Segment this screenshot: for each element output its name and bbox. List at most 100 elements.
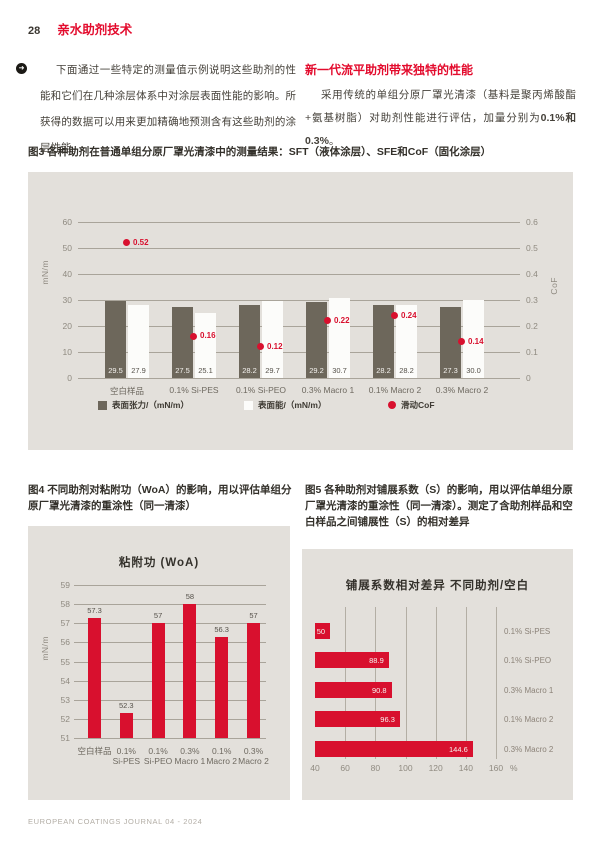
surface-tension-value: 28.2: [376, 366, 391, 375]
woa-bar: [151, 623, 165, 738]
surface-energy-value: 30.0: [466, 366, 481, 375]
woa-value: 56.3: [214, 624, 229, 634]
surface-tension-value: 27.3: [443, 366, 458, 375]
cof-point: [458, 338, 465, 346]
surface-energy-value: 25.1: [198, 366, 213, 375]
gridline: [496, 607, 497, 759]
category-label: 0.1% Si-PES: [112, 746, 140, 766]
woa-bar: [247, 623, 260, 738]
gridline: [435, 607, 437, 759]
y-axis-tick-label: 53: [60, 694, 70, 705]
gridline: [74, 699, 266, 701]
x-axis-tick-label: 60: [340, 763, 350, 773]
gridline: [78, 326, 520, 327]
gridline: [78, 352, 520, 353]
page-number: 28: [28, 25, 41, 37]
y-axis-tick-label: 54: [60, 675, 70, 686]
left-axis-tick-label: 0: [67, 373, 72, 383]
cof-point: [123, 239, 130, 247]
surface-tension-bar: [172, 306, 193, 378]
left-axis-tick-label: 20: [62, 321, 72, 331]
surface-tension-swatch-icon: [98, 400, 107, 410]
arrow-bullet-icon: ➜: [16, 63, 27, 74]
spread-value: 88.9: [369, 656, 384, 666]
gridline: [78, 222, 520, 223]
legend-item-surface-tension: 表面张力/（mN/m）: [98, 399, 189, 411]
category-label: 0.3% Macro 1: [174, 746, 206, 766]
x-axis-tick-label: 100: [398, 763, 413, 773]
gridline: [74, 585, 266, 586]
surface-energy-bar: [396, 304, 417, 378]
surface-energy-swatch-icon: [244, 400, 253, 410]
woa-value: 58: [185, 592, 195, 602]
y-axis-tick-label: 56: [60, 637, 70, 648]
gridline: [74, 642, 266, 644]
left-axis-tick-label: 50: [62, 243, 72, 253]
cof-point: [257, 343, 264, 351]
x-axis-tick-label: 40: [310, 763, 320, 773]
x-axis-unit-label: %: [510, 763, 518, 773]
left-axis-tick-label: 60: [62, 217, 72, 227]
spread-bar: [315, 711, 400, 728]
dosage-bold-text: 0.1%和0.3%: [305, 112, 576, 147]
cof-value: 0.52: [133, 237, 149, 247]
page-header: 28 亲水助剂技术: [28, 19, 132, 39]
y-axis-tick-label: 57: [60, 618, 70, 629]
left-axis-title: mN/m: [40, 260, 50, 285]
woa-value: 57: [153, 611, 163, 621]
surface-tension-bar: [440, 307, 461, 378]
gridline: [78, 274, 520, 275]
woa-value: 57: [249, 611, 258, 621]
legend-item-surface-energy: 表面能/（mN/m）: [244, 399, 326, 411]
cof-value: 0.14: [468, 336, 484, 346]
right-axis-tick-label: 0.3: [526, 295, 538, 305]
right-paragraph-text: 采用传统的单组分原厂罩光清漆（基料是聚丙烯酸酯+氨基树脂）对助剂性能进行评估，加…: [305, 89, 576, 124]
y-axis-tick-label: 59: [60, 580, 70, 590]
gridline: [465, 607, 467, 759]
surface-tension-bar: [373, 304, 394, 378]
surface-energy-bar: [128, 305, 149, 378]
surface-tension-value: 28.2: [242, 366, 257, 375]
surface-tension-value: 29.5: [108, 366, 123, 375]
cof-value: 0.16: [200, 331, 216, 341]
category-label: 0.1% Si-PEO: [143, 746, 173, 766]
gridline: [74, 661, 266, 663]
woa-bar: [183, 604, 197, 738]
right-axis-tick-label: 0.5: [526, 243, 538, 253]
intro-paragraph: 下面通过一些特定的测量值示例说明这些助剂的性能和它们在几种涂层体系中对涂层表面性…: [40, 64, 296, 154]
figure5-chart-title: 铺展系数相对差异 不同助剂/空白: [345, 580, 530, 592]
figure3-chart: 0 0 10 0.1 20 0.2 30 0.3 40 0.4 50 0.5 60 0.6 29.5 27.9…: [28, 172, 573, 450]
legend-label-surface-energy: 表面能/（mN/m）: [258, 400, 327, 410]
surface-energy-bar: [329, 298, 350, 378]
category-label: 0.3% Macro 2: [238, 746, 269, 766]
figure4-chart-title: 粘附功 (WoA): [118, 557, 200, 569]
gridline: [78, 300, 520, 301]
legend-item-cof: 滑动CoF: [388, 399, 435, 411]
y-axis-tick-label: 55: [60, 656, 70, 667]
footer-journal-line: EUROPEAN COATINGS JOURNAL 04 - 2024: [28, 817, 203, 826]
x-axis-tick-label: 120: [428, 763, 443, 773]
surface-energy-bar: [262, 300, 283, 378]
spread-value: 50: [316, 627, 326, 636]
right-axis-tick-label: 0.2: [526, 321, 538, 331]
figure3-plot-area: 0 0 10 0.1 20 0.2 30 0.3 40 0.4 50 0.5 60 0.6 29.5 27.9…: [28, 172, 573, 450]
cof-point: [324, 317, 331, 325]
category-label: 0.1% Si-PES: [504, 627, 551, 636]
legend-label-cof: 滑动CoF: [401, 400, 435, 410]
category-label: 0.1% Macro 2: [504, 715, 554, 725]
y-axis-tick-label: 58: [60, 599, 70, 610]
cof-value: 0.22: [334, 315, 350, 325]
y-axis-tick-label: 52: [60, 713, 70, 724]
figure4-caption: 图4 不同助剂对粘附功（WoA）的影响，用以评估单组分原厂罩光清漆的重涂性（同一…: [28, 484, 292, 512]
gridline: [74, 718, 266, 720]
spread-bar: [315, 681, 392, 698]
surface-tension-bar: [239, 304, 260, 378]
spread-bar: [315, 740, 473, 757]
gridline: [78, 248, 520, 249]
right-axis-title: CoF: [549, 277, 559, 295]
category-label: 0.1% Si-PES: [169, 385, 219, 395]
surface-energy-value: 27.9: [131, 366, 146, 375]
woa-bar: [88, 617, 101, 738]
surface-energy-value: 29.7: [265, 366, 280, 375]
